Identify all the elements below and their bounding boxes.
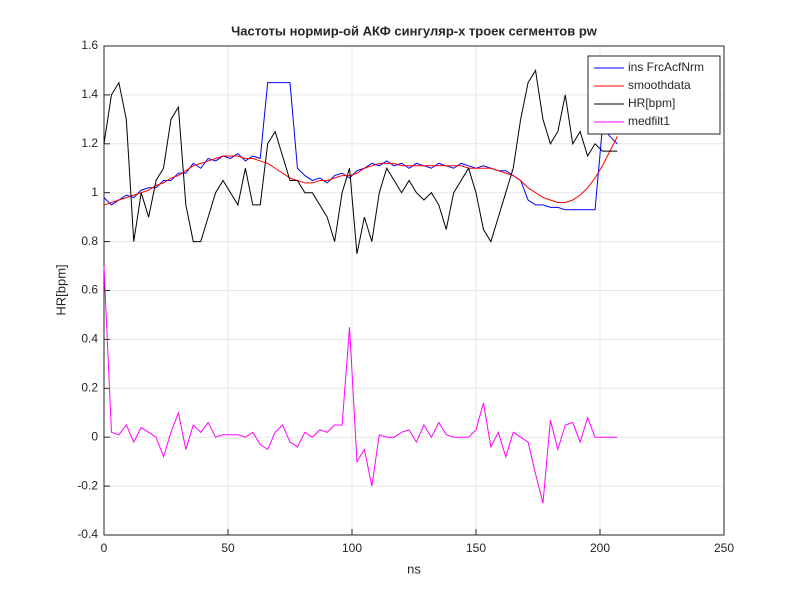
- y-tick-label: -0.4: [77, 527, 98, 541]
- y-axis-label: HR[bpm]: [53, 264, 68, 315]
- x-tick-label: 150: [466, 541, 486, 555]
- series-line: [103, 69, 618, 254]
- legend-box: [587, 55, 721, 135]
- x-axis-label: ns: [407, 561, 421, 576]
- y-tick-label: 1.2: [81, 136, 98, 150]
- y-tick-label: 0.4: [81, 332, 98, 346]
- axes-box: [103, 45, 725, 536]
- legend: ins FrcAcfNrm smoothdata HR[bpm] medfilt1: [587, 55, 721, 135]
- y-tick-label: -0.2: [77, 478, 98, 492]
- y-tick-label: 0.8: [81, 234, 98, 248]
- x-tick-label: 100: [342, 541, 362, 555]
- chart-title: Частоты нормир-ой АКФ сингуляр-х троек с…: [231, 23, 598, 38]
- y-tick-label: 1.6: [81, 38, 98, 52]
- legend-label: smoothdata: [628, 78, 691, 92]
- legend-label: HR[bpm]: [628, 96, 675, 110]
- series-line: [103, 266, 618, 504]
- y-tick-label: 0.6: [81, 283, 98, 297]
- x-tick-label: 50: [221, 541, 235, 555]
- legend-label: ins FrcAcfNrm: [628, 60, 704, 74]
- x-tick-label: 0: [101, 541, 108, 555]
- y-tick-label: 0: [91, 429, 98, 443]
- legend-label: medfilt1: [628, 114, 670, 128]
- x-tick-label: 200: [590, 541, 610, 555]
- x-tick-label: 250: [714, 541, 734, 555]
- y-tick-label: 0.2: [81, 380, 98, 394]
- y-tick-label: 1: [91, 185, 98, 199]
- series-line: [103, 136, 618, 206]
- y-tick-label: 1.4: [81, 87, 98, 101]
